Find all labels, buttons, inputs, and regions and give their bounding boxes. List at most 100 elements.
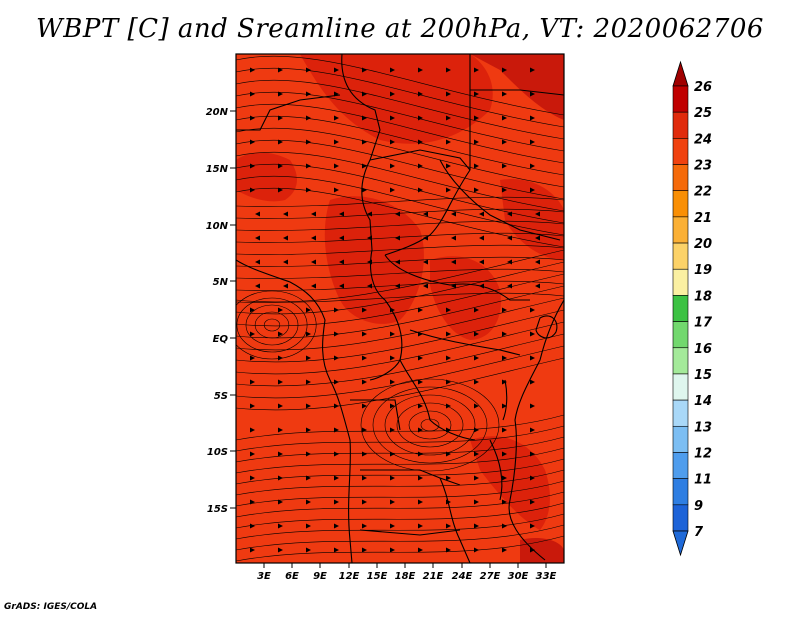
colorbar-label: 11 xyxy=(694,473,712,488)
streamline-arrow xyxy=(362,139,367,145)
streamline-arrow xyxy=(474,139,479,145)
streamline-arrow xyxy=(446,355,451,361)
streamline-arrow xyxy=(507,235,512,241)
streamline-arrow xyxy=(530,403,535,409)
streamline-arrow xyxy=(418,307,423,313)
streamline-arrow xyxy=(418,163,423,169)
streamline-arrow xyxy=(306,307,311,313)
streamline-arrow xyxy=(311,259,316,265)
streamline-arrow xyxy=(278,187,283,193)
streamline-arrow xyxy=(311,235,316,241)
streamline-arrow xyxy=(418,547,423,553)
streamline-arrow xyxy=(530,139,535,145)
streamline-arrow xyxy=(278,163,283,169)
streamline-arrow xyxy=(474,499,479,505)
colorbar-label: 13 xyxy=(694,420,712,435)
colorbar-box xyxy=(672,190,689,218)
streamline-arrow xyxy=(306,499,311,505)
streamline-arrow xyxy=(502,427,507,433)
streamline-arrow xyxy=(250,355,255,361)
streamline-arrow xyxy=(255,235,260,241)
streamline-arrow xyxy=(390,547,395,553)
streamline-arrow xyxy=(530,91,535,97)
longitude-axis: 3E 6E 9E 12E 15E 18E 21E 24E 27E 30E 33E xyxy=(257,563,557,582)
streamline-arrow xyxy=(502,499,507,505)
streamline-arrow xyxy=(446,163,451,169)
colorbar-box xyxy=(672,85,689,113)
streamline-arrow xyxy=(283,283,288,289)
streamline-arrow xyxy=(283,235,288,241)
colorbar-box xyxy=(672,268,689,296)
streamline-arrow xyxy=(362,307,367,313)
streamline-arrow xyxy=(418,355,423,361)
lat-tick-label: 5S xyxy=(214,391,228,402)
colorbar-label: 18 xyxy=(694,289,712,304)
lon-tick-label: 30E xyxy=(508,571,529,582)
streamline xyxy=(236,208,564,219)
colorbar-box xyxy=(672,373,689,401)
colorbar-label: 22 xyxy=(694,185,712,200)
streamline-arrow xyxy=(535,259,540,265)
border xyxy=(384,54,471,256)
lon-tick-label: 21E xyxy=(423,571,444,582)
lon-tick-label: 18E xyxy=(395,571,416,582)
colorbar-label: 15 xyxy=(694,368,712,383)
wbpt-patch xyxy=(300,54,493,144)
streamline-arrow xyxy=(362,187,367,193)
streamline-arrow xyxy=(423,211,428,217)
streamline xyxy=(236,280,564,291)
streamline-vortex xyxy=(360,378,500,472)
streamline-arrow xyxy=(278,355,283,361)
streamline xyxy=(236,55,564,116)
streamline-arrow xyxy=(418,379,423,385)
streamline xyxy=(236,196,564,207)
streamline-arrow xyxy=(362,115,367,121)
streamline-arrow xyxy=(334,475,339,481)
streamline-arrow xyxy=(306,379,311,385)
streamline-arrow xyxy=(278,379,283,385)
border xyxy=(359,529,461,536)
streamline-arrow xyxy=(306,403,311,409)
streamline-arrow xyxy=(502,187,507,193)
streamline-arrow xyxy=(418,475,423,481)
colorbar-box xyxy=(672,295,689,322)
streamline-arrow xyxy=(278,475,283,481)
colorbar-box xyxy=(672,242,689,270)
streamline-arrow xyxy=(306,547,311,553)
streamline xyxy=(236,273,564,327)
streamline-arrow xyxy=(334,355,339,361)
streamline-arrow xyxy=(362,403,367,409)
streamline-arrow xyxy=(479,235,484,241)
streamline xyxy=(236,244,564,255)
streamline-arrow xyxy=(474,379,479,385)
streamline-arrow xyxy=(446,67,451,73)
streamline-arrow xyxy=(278,67,283,73)
streamline-arrow xyxy=(334,307,339,313)
streamline-arrow xyxy=(418,91,423,97)
streamline xyxy=(236,79,564,140)
streamline-arrow xyxy=(250,187,255,193)
streamline-arrow xyxy=(278,91,283,97)
wbpt-patch xyxy=(500,179,564,260)
wbpt-patch xyxy=(430,256,501,340)
streamline-arrow xyxy=(278,499,283,505)
grads-credit: GrADS: IGES/COLA xyxy=(4,602,98,612)
streamline-vortex xyxy=(263,318,281,332)
border xyxy=(409,329,521,356)
streamline-arrow xyxy=(395,235,400,241)
border xyxy=(489,439,503,501)
streamline-arrow xyxy=(474,67,479,73)
streamline-arrow xyxy=(334,451,339,457)
colorbar-label: 23 xyxy=(694,159,712,174)
streamline-arrow xyxy=(334,379,339,385)
streamline-arrow xyxy=(334,331,339,337)
streamline xyxy=(236,414,564,441)
streamline-arrow xyxy=(250,451,255,457)
streamline-arrow xyxy=(362,523,367,529)
streamline-arrow xyxy=(250,523,255,529)
streamline xyxy=(236,67,564,128)
lat-tick-label: EQ xyxy=(213,334,229,345)
streamline-arrow xyxy=(250,331,255,337)
colorbar-label: 16 xyxy=(694,342,712,357)
